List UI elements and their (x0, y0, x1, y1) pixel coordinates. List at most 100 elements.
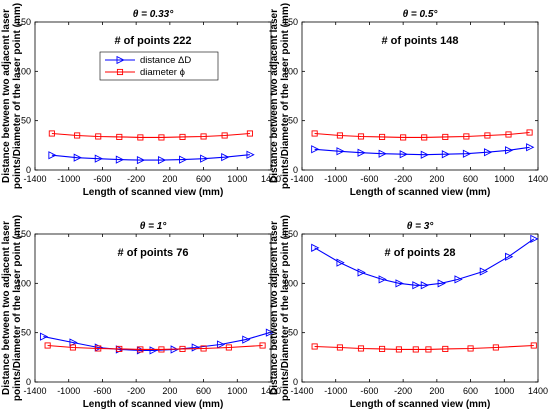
legend-marker-square (116, 68, 124, 76)
data-point-triangle (505, 146, 514, 155)
x-tick-label: -600 (93, 386, 111, 396)
x-tick-label: 200 (429, 386, 444, 396)
data-point-triangle (157, 156, 167, 165)
x-tick-label: 600 (463, 174, 478, 184)
data-point-square (379, 133, 386, 140)
data-point-triangle (200, 154, 209, 163)
chart-panel-1: -1400 -1000 -600 -200 200 600 1000 1400 0 50 100 15… (1, 3, 281, 198)
x-axis-label: Length of scanned view (mm) (350, 399, 491, 410)
points-annotation: # of points 28 (385, 247, 456, 259)
x-tick-label: -600 (360, 174, 378, 184)
data-point-square (505, 131, 512, 138)
series-line-1 (314, 146, 530, 156)
x-axis-label: Length of scanned view (mm) (83, 187, 224, 198)
y-tick-label: 0 (26, 377, 31, 387)
series-line-1 (43, 332, 270, 351)
y-tick-label: 0 (26, 165, 31, 175)
data-point-square (379, 345, 386, 352)
data-point-triangle (454, 275, 463, 284)
series-line-1 (51, 154, 250, 161)
data-point-triangle (149, 346, 158, 355)
data-point-square (116, 345, 123, 352)
data-point-square (44, 342, 51, 349)
y-axis-label-line2: points/Diameter of the laser point (mm) (280, 215, 291, 401)
data-point-square (48, 130, 55, 137)
y-axis-label-line2: points/Diameter of the laser point (mm) (280, 3, 291, 189)
y-axis-label: Distance between two adjacent laserpoint… (269, 3, 291, 189)
panel-title: θ = 3° (407, 221, 435, 232)
data-point-triangle (420, 150, 430, 159)
data-point-square (526, 129, 533, 136)
data-point-square (336, 344, 343, 351)
data-point-square (200, 133, 207, 140)
y-axis-label-line2: points/Diameter of the laser point (mm) (12, 3, 23, 189)
data-point-triangle (39, 332, 49, 341)
data-point-square (95, 345, 102, 352)
y-tick-label: 150 (283, 229, 298, 239)
data-point-square (69, 344, 76, 351)
data-point-square (95, 133, 102, 140)
data-point-square (225, 344, 232, 351)
y-axis-label-line1: Distance between two adjacent laser (269, 9, 280, 183)
data-point-square (421, 134, 428, 141)
chart-panel-4: -1400 -1000 -600 -200 200 600 1000 1400 0 50 100 15… (269, 215, 548, 410)
data-point-square (179, 345, 186, 352)
y-axis-label: Distance between two adjacent laserpoint… (1, 215, 23, 401)
data-point-square (442, 133, 449, 140)
data-point-triangle (357, 268, 366, 277)
series-line-2 (47, 344, 263, 350)
y-tick-label: 150 (283, 17, 298, 27)
panel-title: θ = 0.33° (133, 9, 174, 20)
data-point-triangle (311, 145, 320, 154)
x-tick-label: -200 (127, 386, 145, 396)
points-annotation: # of points 148 (381, 35, 458, 47)
data-point-triangle (115, 155, 125, 164)
y-tick-label: 50 (288, 328, 298, 338)
data-point-square (311, 343, 318, 350)
data-point-square (336, 132, 343, 139)
data-point-square (158, 346, 165, 353)
data-point-triangle (483, 148, 493, 157)
y-tick-label: 50 (21, 328, 31, 338)
points-annotation: # of points 76 (118, 247, 189, 259)
data-point-triangle (48, 151, 57, 160)
data-point-triangle (73, 153, 82, 162)
x-tick-label: 600 (463, 386, 478, 396)
y-tick-label: 100 (16, 66, 31, 76)
data-point-triangle (179, 155, 188, 164)
legend-marker-triangle (116, 55, 125, 65)
data-point-triangle (530, 234, 539, 244)
x-tick-label: 1000 (494, 174, 514, 184)
x-tick-label: 1000 (227, 386, 247, 396)
data-point-square (158, 134, 165, 141)
data-point-square (311, 130, 318, 137)
data-point-square (221, 132, 228, 139)
data-point-square (246, 130, 253, 137)
x-tick-label: 1000 (227, 174, 247, 184)
y-tick-label: 100 (16, 278, 31, 288)
x-tick-label: 600 (196, 386, 211, 396)
data-point-triangle (526, 143, 535, 152)
data-point-triangle (357, 148, 366, 157)
data-point-square (357, 345, 365, 352)
x-tick-label: -1000 (57, 174, 80, 184)
y-tick-label: 50 (288, 116, 298, 126)
y-tick-label: 150 (16, 17, 31, 27)
plot-area (301, 233, 539, 383)
x-tick-label: -1400 (290, 174, 313, 184)
legend-label: diameter ϕ (140, 67, 185, 78)
data-point-triangle (246, 150, 255, 159)
data-point-square (357, 133, 365, 140)
data-point-triangle (412, 281, 421, 290)
y-tick-label: 0 (293, 377, 298, 387)
x-tick-label: -1400 (290, 386, 313, 396)
plot-area (34, 233, 272, 383)
x-tick-label: -1400 (23, 386, 46, 396)
data-point-triangle (505, 252, 514, 261)
plot-area (301, 21, 539, 171)
data-point-triangle (311, 243, 320, 252)
series-line-2 (314, 344, 534, 350)
y-tick-label: 100 (283, 278, 298, 288)
data-point-triangle (378, 275, 387, 284)
y-axis-label-line1: Distance between two adjacent laser (269, 221, 280, 395)
